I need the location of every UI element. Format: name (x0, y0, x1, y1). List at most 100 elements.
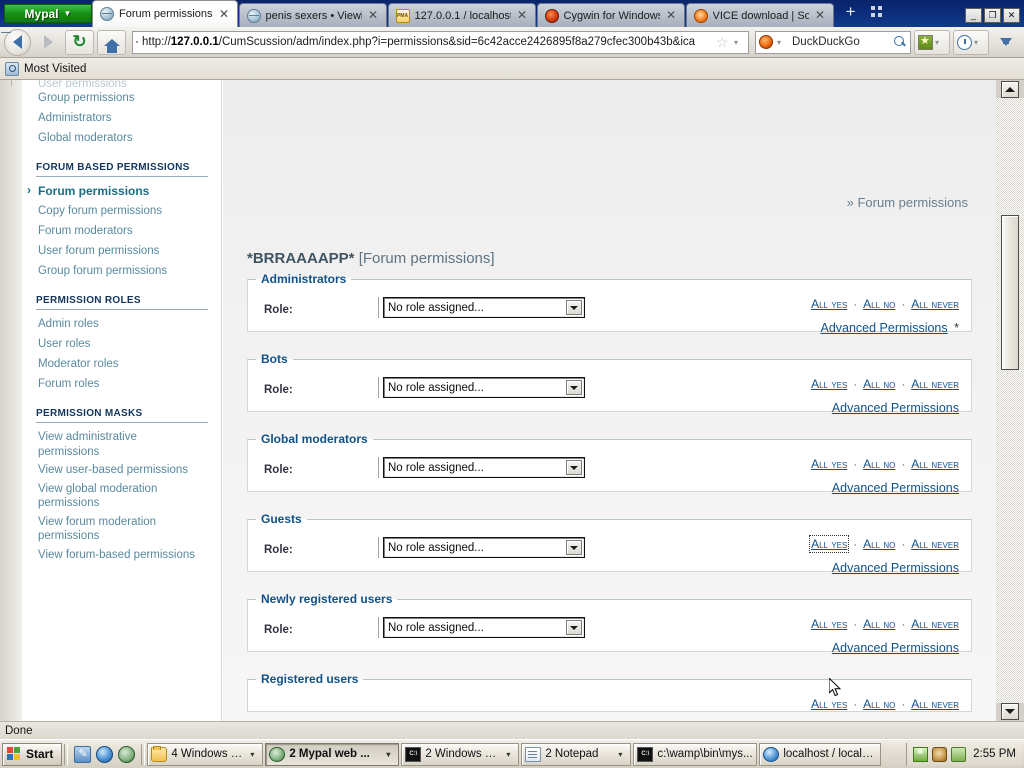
forward-button[interactable] (34, 29, 62, 55)
mypal-brand-button[interactable]: Mypal ▼ (4, 4, 92, 23)
close-icon[interactable]: ✕ (815, 8, 826, 22)
taskbar-item-mypal-web[interactable]: 2 Mypal web ... ▾ (265, 742, 400, 766)
scrollbar-track[interactable] (996, 98, 1024, 703)
chevron-down-icon[interactable]: ▾ (250, 749, 255, 759)
sidebar-item-view-administrative-permissions[interactable]: View administrative permissions (38, 431, 137, 458)
chevron-down-icon[interactable]: ▾ (618, 749, 623, 759)
chevron-down-icon[interactable]: ▾ (777, 37, 782, 47)
sidebar-item-view-global-moderation-permissions[interactable]: View global moderation permissions (38, 482, 158, 510)
all-never-link[interactable]: All never (911, 537, 959, 551)
sidebar-item-view-forum-moderation-permissions[interactable]: View forum moderation permissions (38, 515, 157, 543)
cat-tray-icon[interactable] (932, 746, 948, 762)
all-never-link[interactable]: All never (911, 297, 959, 311)
all-no-link[interactable]: All no (863, 537, 896, 551)
role-select[interactable]: No role assigned... (383, 457, 585, 478)
all-yes-link[interactable]: All yes (811, 617, 848, 631)
sidebar-item-forum-roles[interactable]: Forum roles (38, 378, 100, 390)
sidebar-item-administrators[interactable]: Administrators (38, 112, 112, 124)
all-yes-link[interactable]: All yes (809, 535, 850, 553)
sidebar-item-group-forum-permissions[interactable]: Group forum permissions (38, 265, 168, 277)
chevron-down-icon[interactable] (566, 380, 582, 395)
mypal-browser-icon[interactable] (118, 745, 136, 763)
taskbar-item-mysql-console[interactable]: C:\ c:\wamp\bin\mys... (633, 742, 758, 766)
list-all-tabs-icon[interactable] (867, 1, 889, 23)
close-icon[interactable]: ✕ (666, 8, 677, 22)
chevron-down-icon[interactable]: ▾ (506, 749, 511, 759)
taskbar-item-notepad[interactable]: 2 Notepad ▾ (521, 742, 632, 766)
role-select[interactable]: No role assigned... (383, 537, 585, 558)
search-input[interactable]: DuckDuckGo (792, 36, 860, 48)
reload-button[interactable]: ↻ (65, 29, 94, 55)
close-icon[interactable]: ✕ (219, 6, 230, 21)
minimize-button[interactable]: _ (965, 8, 982, 23)
wampserver-icon[interactable] (913, 746, 929, 762)
close-button[interactable]: ✕ (1003, 8, 1020, 23)
bookmarks-button[interactable]: ▾ (914, 29, 950, 55)
advanced-permissions-link[interactable]: Advanced Permissions (831, 561, 959, 575)
all-no-link[interactable]: All no (863, 697, 896, 711)
role-select[interactable]: No role assigned... (383, 617, 585, 638)
all-never-link[interactable]: All never (911, 457, 959, 471)
breadcrumb-label[interactable]: Forum permissions (857, 195, 968, 210)
advanced-permissions-link[interactable]: Advanced Permissions (831, 481, 959, 495)
advanced-permissions-link[interactable]: Advanced Permissions (831, 641, 959, 655)
role-select[interactable]: No role assigned... (383, 297, 585, 318)
tab-cygwin[interactable]: Cygwin for Windows X... ✕ (536, 3, 685, 27)
home-button[interactable] (97, 29, 126, 55)
sidebar-item-view-user-based-permissions[interactable]: View user-based permissions (38, 464, 188, 476)
chevron-down-icon[interactable] (566, 620, 582, 635)
page-scrollbar-vertical[interactable] (996, 80, 1024, 721)
scroll-down-button[interactable] (1001, 703, 1019, 720)
taskbar-clock[interactable]: 2:55 PM (973, 748, 1016, 760)
advanced-permissions-link[interactable]: Advanced Permissions (831, 401, 959, 415)
history-button[interactable]: ▾ (953, 29, 989, 55)
start-button[interactable]: Start (2, 742, 63, 766)
chevron-down-icon[interactable]: ▾ (734, 37, 739, 47)
all-never-link[interactable]: All never (911, 617, 959, 631)
all-no-link[interactable]: All no (863, 377, 896, 391)
advanced-permissions-link[interactable]: Advanced Permissions (820, 321, 948, 335)
tab-vice-download[interactable]: VICE download | Sourc... ✕ (685, 3, 834, 27)
sidebar-item-moderator-roles[interactable]: Moderator roles (38, 358, 119, 370)
downloads-button[interactable] (992, 29, 1020, 55)
sidebar-item-user-forum-permissions[interactable]: User forum permissions (38, 245, 160, 257)
sidebar-item-forum-permissions[interactable]: Forum permissions (27, 180, 221, 201)
bookmark-star-icon[interactable]: ☆ (716, 34, 729, 50)
all-yes-link[interactable]: All yes (811, 697, 848, 711)
sidebar-item-group-permissions[interactable]: Group permissions (38, 92, 135, 104)
sidebar-item-copy-forum-permissions[interactable]: Copy forum permissions (38, 205, 162, 217)
sidebar-item-user-roles[interactable]: User roles (38, 338, 91, 350)
plug-tray-icon[interactable] (951, 746, 967, 762)
sidebar-item-forum-moderators[interactable]: Forum moderators (38, 225, 133, 237)
sidebar-item-user-permissions[interactable]: User permissions (38, 80, 127, 88)
search-bar[interactable]: ▾ DuckDuckGo (755, 30, 911, 54)
all-yes-link[interactable]: All yes (811, 297, 848, 311)
address-bar[interactable]: http://127.0.0.1/CumScussion/adm/index.p… (132, 30, 749, 54)
chevron-down-icon[interactable]: ▾ (386, 749, 391, 759)
show-desktop-icon[interactable] (74, 745, 92, 763)
new-tab-button[interactable]: + (845, 2, 856, 21)
scroll-up-button[interactable] (1001, 81, 1019, 98)
all-never-link[interactable]: All never (911, 697, 959, 711)
internet-explorer-icon[interactable] (96, 745, 114, 763)
tab-penis-sexers[interactable]: penis sexers • Viewing... ✕ (238, 3, 387, 27)
chevron-down-icon[interactable] (566, 300, 582, 315)
search-icon[interactable] (894, 35, 907, 49)
close-icon[interactable]: ✕ (368, 8, 379, 22)
tab-forum-permissions[interactable]: Forum permissions ✕ (92, 0, 238, 27)
taskbar-item-windows-command-processor[interactable]: C:\ 2 Windows Co... ▾ (401, 742, 520, 766)
back-button[interactable] (4, 28, 31, 56)
chevron-down-icon[interactable] (566, 460, 582, 475)
close-icon[interactable]: ✕ (517, 8, 528, 22)
sidebar-item-global-moderators[interactable]: Global moderators (38, 132, 133, 144)
scrollbar-thumb[interactable] (1001, 215, 1019, 370)
chevron-down-icon[interactable] (566, 540, 582, 555)
tab-phpmyadmin-localhost[interactable]: PMA 127.0.0.1 / localhost /... ✕ (387, 3, 536, 27)
all-yes-link[interactable]: All yes (811, 457, 848, 471)
role-select[interactable]: No role assigned... (383, 377, 585, 398)
taskbar-item-windows-explorer[interactable]: 4 Windows Exp... ▾ (147, 742, 264, 766)
bookmark-item-most-visited[interactable]: Most Visited (24, 62, 87, 75)
all-never-link[interactable]: All never (911, 377, 959, 391)
sidebar-item-admin-roles[interactable]: Admin roles (38, 318, 99, 330)
all-no-link[interactable]: All no (863, 617, 896, 631)
